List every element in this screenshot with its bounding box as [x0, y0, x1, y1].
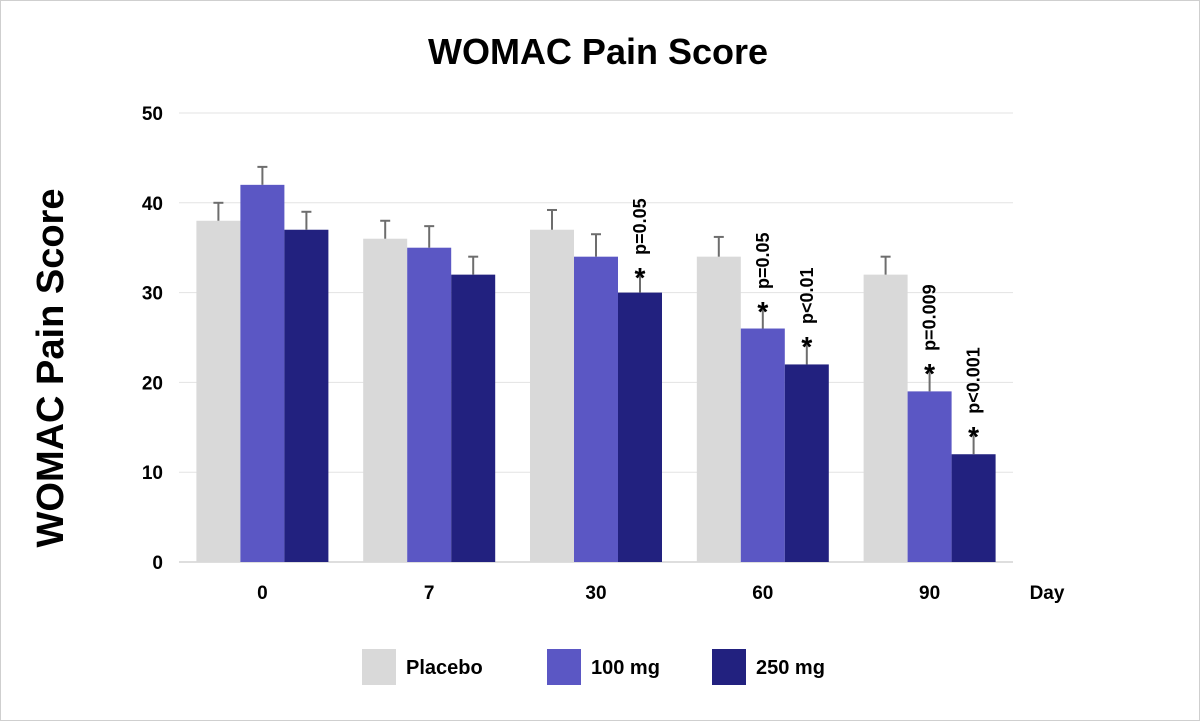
significance-star: *	[924, 358, 935, 389]
significance-annotations: * p=0.05 * p=0.05 * p<0.01 * p=0.009 * p<0.001	[630, 198, 984, 451]
bar-250-mg-day-30	[618, 292, 662, 562]
y-tick-label: 40	[142, 194, 163, 215]
bar-250-mg-day-7	[451, 274, 496, 562]
bar-100-mg-day-0	[240, 184, 285, 562]
y-tick-label: 30	[142, 284, 163, 305]
p-value-label: p=0.009	[920, 284, 940, 351]
legend-label: 100 mg	[591, 657, 660, 679]
y-tick-label: 20	[142, 373, 163, 394]
legend-swatch-100-mg	[547, 649, 581, 685]
y-tick-label: 50	[142, 104, 163, 125]
significance-star: *	[635, 262, 646, 293]
bar-placebo-day-60	[696, 256, 741, 562]
y-tick-label: 0	[152, 553, 163, 574]
significance-star: *	[757, 296, 768, 327]
p-value-label: p<0.01	[797, 267, 817, 324]
bar-placebo-day-0	[196, 220, 241, 562]
bar-100-mg-day-30	[574, 256, 618, 562]
bars	[196, 165, 996, 563]
bar-placebo-day-90	[863, 274, 908, 562]
p-value-label: p=0.05	[753, 232, 773, 289]
bar-100-mg-day-7	[407, 247, 452, 562]
y-axis-label: WOMAC Pain Score	[30, 189, 72, 548]
chart-title: WOMAC Pain Score	[428, 31, 768, 72]
legend-label: 250 mg	[756, 657, 825, 679]
bar-250-mg-day-0	[284, 229, 329, 563]
significance-star: *	[968, 421, 979, 452]
bar-placebo-day-7	[363, 238, 408, 562]
x-tick-label: 0	[257, 583, 268, 604]
x-tick-label: 7	[424, 583, 435, 604]
bar-100-mg-day-90	[907, 391, 952, 562]
bar-250-mg-day-60	[784, 364, 829, 562]
y-tick-labels: 0 10 20 30 40 50	[142, 104, 163, 574]
x-axis-label: Day	[1030, 583, 1065, 604]
legend-label: Placebo	[406, 657, 483, 679]
x-tick-label: 90	[919, 583, 940, 604]
bar-250-mg-day-90	[951, 454, 996, 562]
legend-swatch-placebo	[362, 649, 396, 685]
legend-swatch-250-mg	[712, 649, 746, 685]
significance-star: *	[801, 331, 812, 362]
y-tick-label: 10	[142, 463, 163, 484]
bar-100-mg-day-60	[740, 328, 785, 562]
x-tick-label: 60	[752, 583, 773, 604]
p-value-label: p=0.05	[630, 198, 650, 255]
legend: Placebo 100 mg 250 mg	[362, 649, 825, 685]
bar-placebo-day-30	[530, 229, 574, 563]
x-tick-labels: 0 7 30 60 90	[257, 583, 940, 604]
x-tick-label: 30	[585, 583, 606, 604]
p-value-label: p<0.001	[964, 347, 984, 414]
